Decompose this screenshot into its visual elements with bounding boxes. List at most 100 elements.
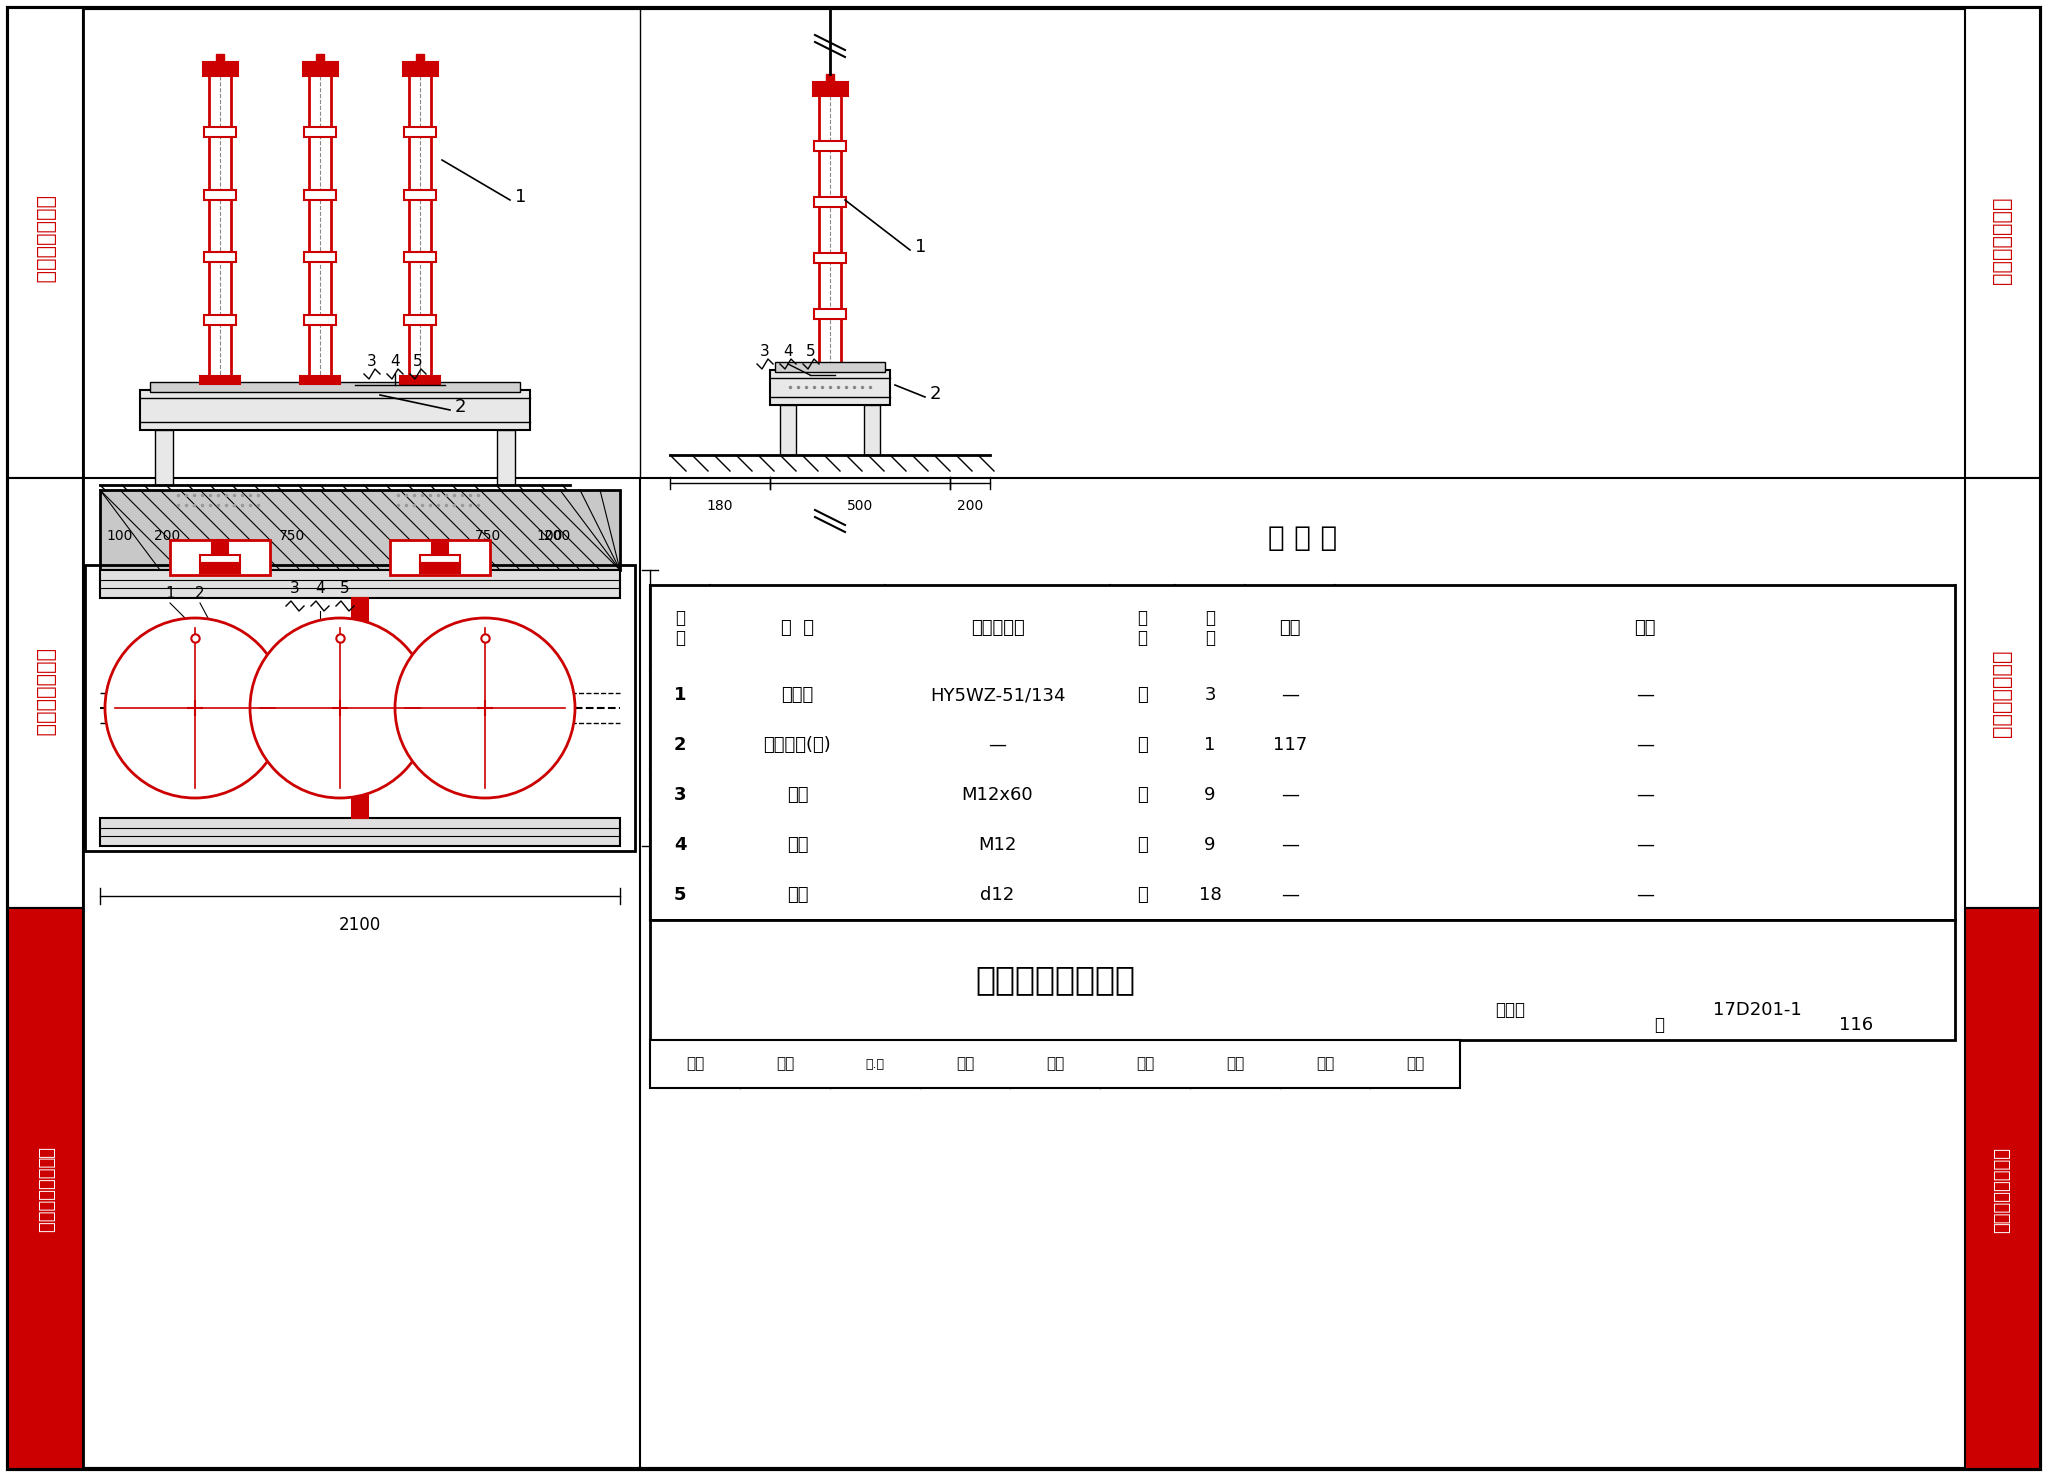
Bar [205, 127, 236, 137]
Bar [156, 430, 172, 484]
Bar [780, 405, 797, 455]
Bar [8, 7, 84, 479]
Text: 避雷器安装（二）: 避雷器安装（二） [975, 963, 1135, 997]
Text: 螺母: 螺母 [786, 836, 809, 854]
Text: 个: 个 [1137, 836, 1147, 854]
Bar [299, 377, 340, 384]
Bar [201, 377, 240, 384]
Text: 明 细 表: 明 细 表 [1268, 524, 1337, 552]
Bar [813, 309, 846, 319]
Text: 4: 4 [315, 580, 326, 597]
Bar [205, 191, 236, 199]
Text: 4: 4 [391, 354, 399, 369]
Bar [813, 83, 848, 96]
Text: 1: 1 [915, 238, 926, 256]
Text: 土建设计任务图: 土建设计任务图 [35, 650, 55, 737]
Bar [403, 127, 436, 137]
Text: 梁昆: 梁昆 [1405, 1056, 1423, 1071]
Bar [649, 1040, 1460, 1089]
Bar [649, 585, 1956, 920]
Text: 5: 5 [340, 580, 350, 597]
Text: 116: 116 [1839, 1016, 1874, 1034]
Text: 量: 量 [1204, 629, 1214, 647]
Bar [205, 315, 236, 325]
Bar [139, 390, 530, 430]
Bar [416, 55, 424, 64]
Bar [403, 315, 436, 325]
Text: 个: 个 [1137, 736, 1147, 753]
Text: —: — [1280, 886, 1298, 904]
Bar [1964, 908, 2040, 1470]
Text: 垫圈: 垫圈 [786, 886, 809, 904]
Text: 18: 18 [1198, 886, 1221, 904]
Text: 土建设计任务图: 土建设计任务图 [1993, 650, 2011, 737]
Bar [403, 253, 436, 263]
Text: 陈.旭: 陈.旭 [866, 1058, 885, 1071]
Text: 梁昆: 梁昆 [1317, 1056, 1333, 1071]
Text: 200: 200 [154, 529, 180, 544]
Text: —: — [1280, 836, 1298, 854]
Text: 200: 200 [545, 529, 571, 544]
Text: 100: 100 [537, 529, 563, 544]
Text: 避雷器: 避雷器 [782, 685, 813, 705]
Bar [215, 55, 223, 64]
Text: 9: 9 [1204, 786, 1217, 803]
Text: 变压器室布置图: 变压器室布置图 [1993, 196, 2011, 284]
Bar [825, 74, 834, 84]
Text: 2: 2 [930, 385, 942, 403]
Text: 4: 4 [674, 836, 686, 854]
Circle shape [104, 617, 285, 798]
Text: 17D201-1: 17D201-1 [1712, 1001, 1802, 1019]
Text: 1: 1 [166, 586, 174, 601]
Bar [1964, 7, 2040, 479]
Text: 个: 个 [1137, 886, 1147, 904]
Bar [170, 541, 270, 575]
Bar [100, 570, 621, 598]
Bar [309, 69, 332, 383]
Text: 880: 880 [668, 694, 682, 722]
Text: 常用设备构件安装: 常用设备构件安装 [37, 1148, 53, 1233]
Text: 5: 5 [807, 344, 815, 359]
Text: 构铠: 构铠 [1137, 1056, 1155, 1071]
Text: 图集号: 图集号 [1495, 1001, 1526, 1019]
Text: —: — [1636, 836, 1655, 854]
Text: —: — [989, 736, 1006, 753]
Bar [770, 371, 891, 405]
Text: 2: 2 [195, 586, 205, 601]
Text: 编: 编 [676, 609, 684, 626]
Bar [399, 377, 440, 384]
Text: 号: 号 [676, 629, 684, 647]
Text: —: — [1636, 736, 1655, 753]
Text: 设计: 设计 [1227, 1056, 1243, 1071]
Text: 位: 位 [1137, 629, 1147, 647]
Bar [1964, 7, 2040, 1470]
Text: 3: 3 [674, 786, 686, 803]
Text: 备注: 备注 [1634, 619, 1655, 637]
Text: 安装支架(二): 安装支架(二) [764, 736, 831, 753]
Bar [100, 818, 621, 846]
Text: 变压器室布置图: 变压器室布置图 [35, 196, 55, 284]
Text: —: — [1280, 786, 1298, 803]
Text: 陈旭: 陈旭 [776, 1056, 795, 1071]
Text: 单: 单 [1137, 609, 1147, 626]
Text: 750: 750 [279, 529, 305, 544]
Bar [813, 196, 846, 207]
Text: 5: 5 [674, 886, 686, 904]
Text: 1: 1 [1204, 736, 1217, 753]
Text: 型号及规格: 型号及规格 [971, 619, 1024, 637]
Text: —: — [1280, 685, 1298, 705]
Text: 1: 1 [514, 188, 526, 205]
Text: —: — [1636, 886, 1655, 904]
Text: —: — [1636, 685, 1655, 705]
Bar [8, 479, 84, 908]
Text: 200: 200 [956, 499, 983, 513]
Text: 2: 2 [455, 397, 467, 417]
Text: 3: 3 [760, 344, 770, 359]
Bar [303, 127, 336, 137]
Text: 螺栓: 螺栓 [786, 786, 809, 803]
Text: 3: 3 [367, 354, 377, 369]
Text: 个: 个 [1137, 786, 1147, 803]
Text: 100: 100 [106, 529, 133, 544]
Text: 页: 页 [1653, 1016, 1663, 1034]
Bar [352, 598, 369, 818]
